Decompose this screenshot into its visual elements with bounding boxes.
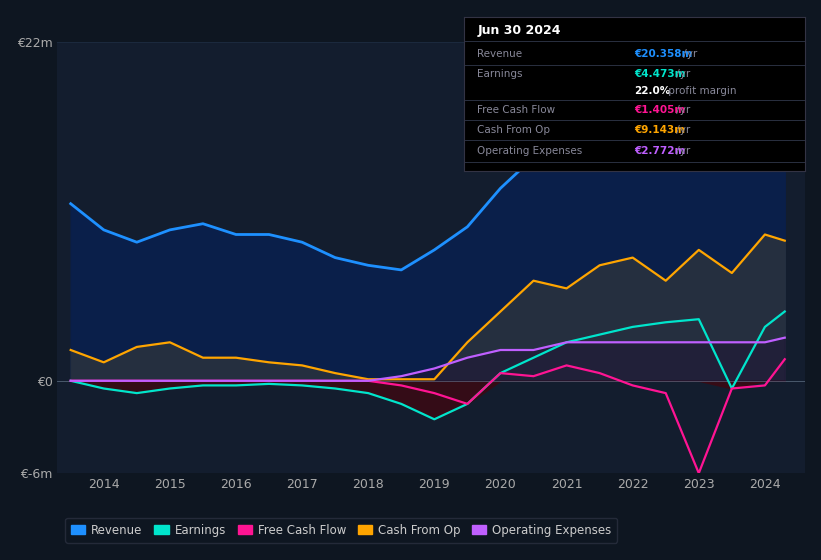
Text: Free Cash Flow: Free Cash Flow xyxy=(478,105,556,115)
Text: /yr: /yr xyxy=(673,105,690,115)
Text: profit margin: profit margin xyxy=(665,86,736,96)
Text: €1.405m: €1.405m xyxy=(635,105,686,115)
Text: €9.143m: €9.143m xyxy=(635,125,686,135)
Text: /yr: /yr xyxy=(673,146,690,156)
Text: 22.0%: 22.0% xyxy=(635,86,671,96)
Text: Earnings: Earnings xyxy=(478,69,523,79)
Text: €4.473m: €4.473m xyxy=(635,69,686,79)
Legend: Revenue, Earnings, Free Cash Flow, Cash From Op, Operating Expenses: Revenue, Earnings, Free Cash Flow, Cash … xyxy=(65,518,617,543)
Text: Cash From Op: Cash From Op xyxy=(478,125,551,135)
Text: Revenue: Revenue xyxy=(478,49,523,59)
Text: €20.358m: €20.358m xyxy=(635,49,693,59)
Text: /yr: /yr xyxy=(673,69,690,79)
Text: /yr: /yr xyxy=(673,125,690,135)
Text: €2.772m: €2.772m xyxy=(635,146,686,156)
Text: Jun 30 2024: Jun 30 2024 xyxy=(478,24,561,37)
Text: /yr: /yr xyxy=(681,49,698,59)
Text: Operating Expenses: Operating Expenses xyxy=(478,146,583,156)
